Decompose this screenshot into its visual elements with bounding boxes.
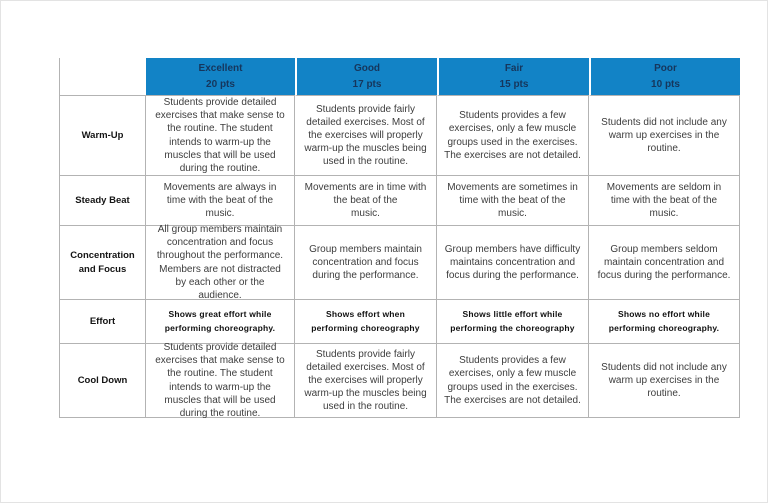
rubric-cell-effort-excellent: Shows great effort while performing chor… bbox=[146, 300, 295, 344]
rubric-table: Excellent 20 pts Good 17 pts Fair 15 pts… bbox=[59, 58, 740, 419]
rubric-cell-effort-poor: Shows no effort while performing choreog… bbox=[589, 300, 740, 344]
header-poor-points: 10 pts bbox=[651, 78, 680, 90]
rubric-cell-steady-beat-poor: Movements are seldom in time with the be… bbox=[589, 176, 740, 226]
rubric-cell-cool-down-excellent: Students provide detailed exercises that… bbox=[146, 342, 295, 419]
rubric-cell-warm-up-good: Students provide fairly detailed exercis… bbox=[295, 96, 437, 176]
row-label-effort: Effort bbox=[59, 300, 146, 344]
row-label-warm-up: Warm-Up bbox=[59, 96, 146, 176]
header-poor-label: Poor bbox=[654, 63, 677, 74]
header-fair-points: 15 pts bbox=[499, 78, 529, 90]
rubric-cell-warm-up-fair: Students provides a few exercises, only … bbox=[437, 96, 589, 176]
rubric-cell-steady-beat-fair: Movements are sometimes in time with the… bbox=[437, 176, 589, 226]
header-fair-label: Fair bbox=[504, 63, 524, 74]
rubric-cell-concentration-good: Group members maintain concentration and… bbox=[295, 226, 437, 300]
rubric-cell-cool-down-fair: Students provides a few exercises, only … bbox=[437, 344, 589, 418]
rubric-cell-concentration-excellent: All group members maintain concentration… bbox=[146, 224, 295, 301]
header-good-label: Good bbox=[353, 63, 381, 74]
rubric-cell-steady-beat-good: Movements are in time with the beat of t… bbox=[295, 176, 437, 226]
rubric-cell-concentration-poor: Group members seldom maintain concentrat… bbox=[589, 226, 740, 300]
header-poor: Poor 10 pts bbox=[589, 58, 740, 96]
rubric-cell-concentration-fair: Group members have difficulty maintains … bbox=[437, 226, 589, 300]
rubric-cell-steady-beat-excellent: Movements are always in time with the be… bbox=[146, 176, 295, 226]
header-good-points: 17 pts bbox=[352, 78, 382, 90]
header-excellent-points: 20 pts bbox=[206, 78, 235, 90]
header-fair: Fair 15 pts bbox=[437, 58, 589, 96]
rubric-cell-cool-down-poor: Students did not include any warm up exe… bbox=[589, 344, 740, 418]
rubric-cell-warm-up-poor: Students did not include any warm up exe… bbox=[589, 96, 740, 176]
corner-cell bbox=[59, 58, 146, 96]
row-label-steady-beat: Steady Beat bbox=[59, 176, 146, 226]
row-label-cool-down: Cool Down bbox=[59, 344, 146, 418]
rubric-cell-cool-down-good: Students provide fairly detailed exercis… bbox=[295, 344, 437, 418]
row-label-concentration-and-focus: Concentration and Focus bbox=[59, 226, 146, 300]
rubric-cell-warm-up-excellent: Students provide detailed exercises that… bbox=[146, 96, 295, 176]
header-excellent: Excellent 20 pts bbox=[146, 58, 295, 96]
header-good: Good 17 pts bbox=[295, 58, 437, 96]
rubric-cell-effort-good: Shows effort when performing choreograph… bbox=[295, 300, 437, 344]
header-excellent-label: Excellent bbox=[198, 63, 243, 74]
rubric-cell-effort-fair: Shows little effort while performing the… bbox=[437, 300, 589, 344]
